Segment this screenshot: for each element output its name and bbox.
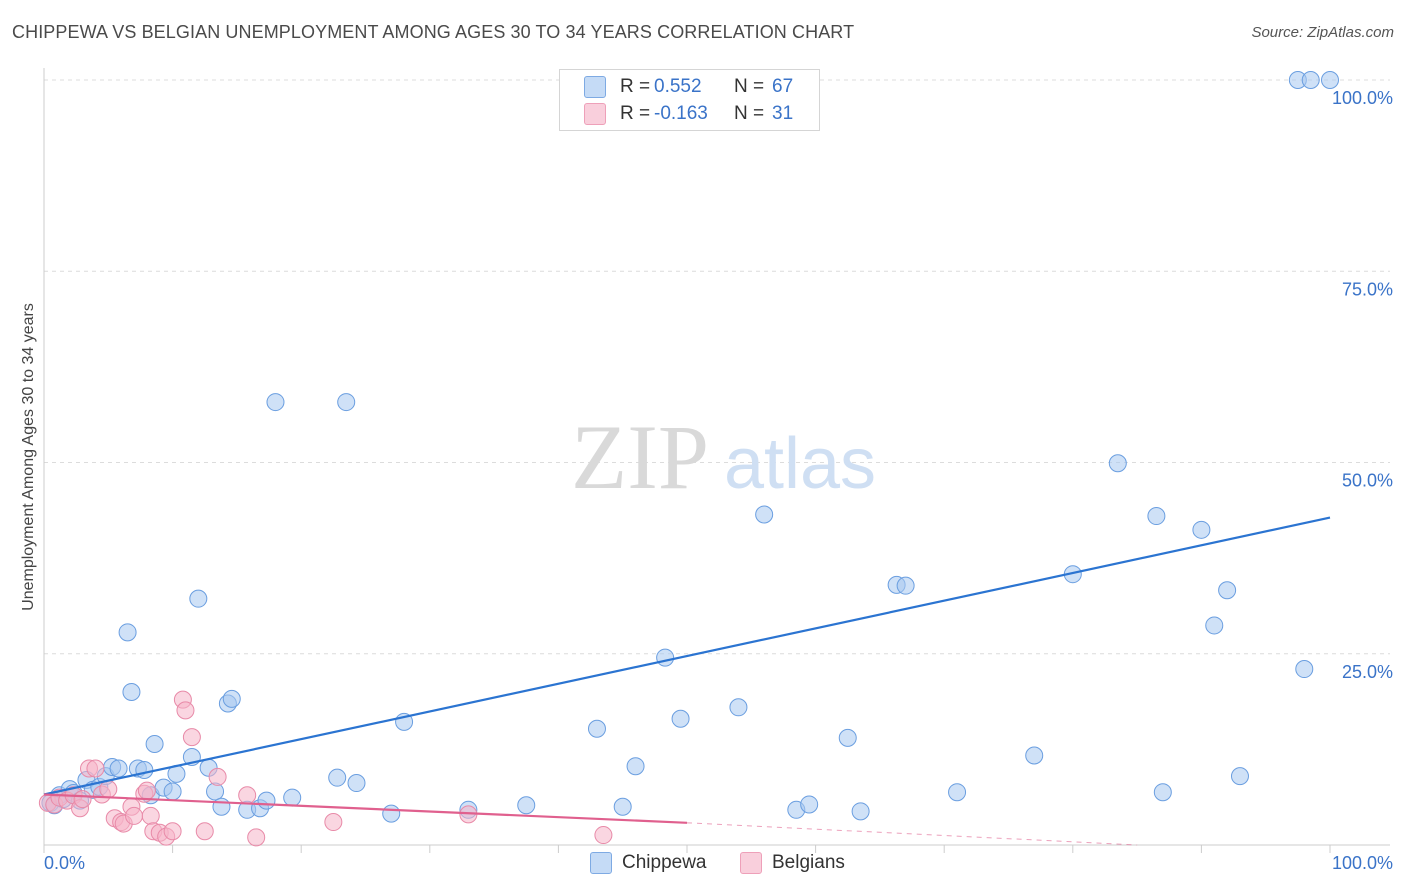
x-tick-label: 100.0%: [1332, 853, 1393, 873]
chippewa-swatch: [584, 76, 606, 98]
chippewa-point: [266, 393, 285, 412]
belgians-point: [594, 826, 613, 845]
r-label: R =: [620, 103, 651, 124]
x-tick-labels: 0.0% 100.0%: [44, 853, 1393, 873]
legend-row-chippewa: R = 0.552 N = 67: [584, 74, 793, 100]
belgians-trend-extension: [686, 822, 1138, 846]
chippewa-point: [1025, 746, 1044, 765]
chippewa-point: [1108, 454, 1127, 473]
y-tick-label: 25.0%: [1342, 662, 1393, 682]
belgians-point: [238, 786, 257, 805]
chippewa-point: [118, 623, 137, 642]
legend-row-belgians: R = -0.163 N = 31: [584, 101, 793, 127]
n-label: N =: [734, 103, 765, 124]
x-tick-label: 0.0%: [44, 853, 85, 873]
chippewa-point: [1147, 507, 1166, 526]
chippewa-point: [145, 735, 164, 754]
chippewa-point: [755, 505, 774, 524]
belgians-point: [73, 790, 92, 809]
y-axis-label: Unemployment Among Ages 30 to 34 years: [20, 303, 37, 611]
trend-lines: [43, 516, 1331, 846]
chippewa-point: [800, 795, 819, 814]
belgians-point: [182, 728, 201, 747]
chippewa-point: [656, 648, 675, 667]
chippewa-point: [1218, 581, 1237, 600]
data-points: [38, 71, 1339, 847]
belgians-point: [99, 780, 118, 799]
n-value: 31: [772, 103, 794, 124]
chippewa-point: [838, 728, 857, 747]
grid: [44, 79, 1390, 655]
y-tick-label: 100.0%: [1332, 88, 1393, 108]
axes: [43, 68, 1390, 853]
n-label: N =: [734, 76, 765, 97]
chippewa-point: [1321, 71, 1339, 89]
chippewa-point: [163, 782, 182, 801]
legend-item-belgians[interactable]: Belgians: [740, 852, 845, 874]
chippewa-legend-label: Chippewa: [622, 852, 707, 873]
belgians-point: [195, 822, 214, 841]
watermark-zip: ZIP: [571, 406, 709, 508]
chippewa-point: [1153, 783, 1172, 802]
belgians-point: [125, 806, 144, 825]
chippewa-point: [347, 774, 366, 793]
belgians-point: [141, 806, 160, 825]
belgians-trend-line: [43, 793, 688, 824]
belgians-point: [176, 701, 195, 720]
chippewa-point: [517, 796, 536, 815]
chippewa-point: [1230, 767, 1249, 786]
chippewa-point: [328, 768, 347, 787]
chippewa-point: [222, 689, 241, 708]
watermark-atlas: atlas: [724, 424, 876, 504]
belgians-point: [86, 759, 105, 778]
chippewa-point: [382, 804, 401, 823]
chippewa-point: [1295, 660, 1314, 679]
chippewa-point: [626, 757, 645, 776]
belgians-swatch: [584, 103, 606, 125]
r-value: -0.163: [654, 103, 708, 124]
chippewa-point: [135, 761, 154, 780]
chippewa-legend-swatch: [590, 852, 612, 874]
chippewa-point: [109, 759, 128, 778]
belgians-legend-swatch: [740, 852, 762, 874]
chippewa-point: [948, 783, 967, 802]
r-value: 0.552: [654, 76, 702, 97]
y-tick-labels: 100.0% 75.0% 50.0% 25.0%: [1332, 88, 1393, 682]
chippewa-trend-line: [43, 516, 1331, 796]
chippewa-point: [1205, 616, 1224, 635]
r-label: R =: [620, 76, 651, 97]
chippewa-point: [212, 797, 231, 816]
chippewa-point: [1301, 71, 1320, 89]
belgians-legend-label: Belgians: [772, 852, 845, 873]
chippewa-point: [896, 576, 915, 595]
source-label: Source: ZipAtlas.com: [1251, 24, 1394, 41]
chippewa-point: [671, 709, 690, 728]
chippewa-point: [189, 589, 208, 608]
chippewa-point: [1192, 520, 1211, 539]
chippewa-point: [587, 719, 606, 738]
chippewa-point: [337, 393, 356, 412]
y-tick-label: 50.0%: [1342, 471, 1393, 491]
chippewa-point: [851, 802, 870, 821]
belgians-point: [163, 822, 182, 841]
belgians-point: [247, 828, 266, 847]
correlation-legend: R = 0.552 N = 67 R = -0.163 N = 31: [559, 69, 820, 131]
chippewa-point: [613, 797, 632, 816]
belgians-point: [324, 813, 343, 832]
chippewa-point: [122, 683, 141, 701]
chippewa-point: [729, 698, 748, 717]
legend-item-chippewa[interactable]: Chippewa: [590, 852, 707, 874]
chippewa-point: [283, 788, 302, 807]
watermark: ZIP atlas: [571, 406, 876, 508]
chart-title: CHIPPEWA VS BELGIAN UNEMPLOYMENT AMONG A…: [12, 22, 855, 42]
y-tick-label: 75.0%: [1342, 279, 1393, 299]
n-value: 67: [772, 76, 794, 97]
chippewa-point: [257, 791, 276, 810]
belgians-point: [208, 767, 227, 786]
belgians-point: [137, 781, 156, 800]
